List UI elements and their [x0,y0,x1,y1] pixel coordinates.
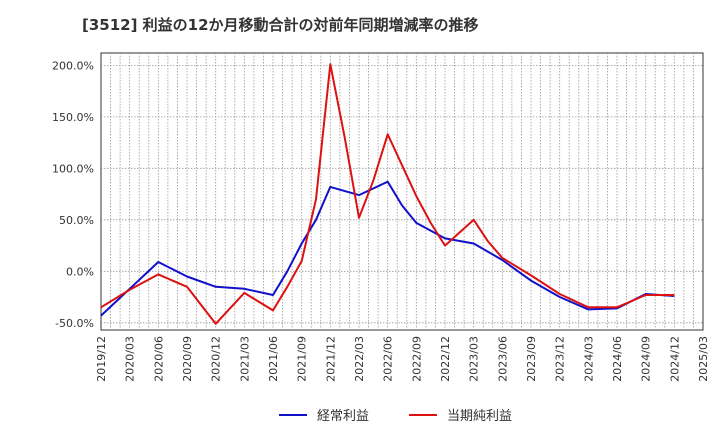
legend-swatch-series-1 [409,413,437,416]
x-tick-label: 2024/03 [582,336,595,382]
y-tick-label: 150.0% [52,111,94,124]
y-tick-label: 200.0% [52,59,94,72]
y-axis-tick-labels: 200.0% 150.0% 100.0% 50.0% 0.0% -50.0% [52,59,94,329]
legend-label-series-1: 当期純利益 [447,409,513,424]
x-tick-label: 2024/06 [611,336,624,382]
legend-label-series-0: 経常利益 [317,409,370,424]
x-tick-label: 2022/12 [439,336,452,382]
legend-item-series-1: 当期純利益 [409,405,512,424]
x-tick-label: 2024/09 [640,336,653,382]
y-tick-label: 100.0% [52,162,94,175]
x-tick-label: 2021/03 [238,336,251,382]
x-tick-label: 2023/09 [525,336,538,382]
horizontal-gridlines [101,64,703,324]
x-tick-label: 2020/06 [152,336,165,382]
chart-title: [3512] 利益の12か月移動合計の対前年同期増減率の推移 [82,16,479,34]
x-tick-label: 2021/12 [324,336,337,382]
series-line-0 [100,180,675,317]
x-tick-label: 2021/06 [267,336,280,382]
x-tick-label: 2023/12 [554,336,567,382]
x-tick-label: 2022/09 [410,336,423,382]
series-line-1 [100,63,675,325]
x-tick-label: 2020/03 [124,336,137,382]
x-tick-label: 2024/12 [668,336,681,382]
x-tick-label: 2020/09 [181,336,194,382]
legend: 経常利益 当期純利益 [0,405,720,427]
vertical-gridlines [110,53,694,330]
x-tick-label: 2023/06 [496,336,509,382]
series-lines [100,63,675,325]
x-tick-label: 2021/09 [296,336,309,382]
legend-item-series-0: 経常利益 [279,405,369,424]
y-tick-label: 0.0% [66,265,94,278]
x-tick-label: 2020/12 [210,336,223,382]
x-tick-label: 2019/12 [95,336,108,382]
x-axis-tick-labels: 2019/12 2020/03 2020/06 2020/09 2020/12 2021/… [95,336,710,382]
legend-swatch-series-0 [279,413,307,416]
x-tick-label: 2023/03 [468,336,481,382]
plot-area [100,52,704,331]
x-tick-label: 2025/03 [697,336,710,382]
y-tick-label: -50.0% [55,317,94,330]
y-tick-label: 50.0% [59,214,94,227]
x-tick-label: 2022/03 [353,336,366,382]
x-tick-label: 2022/06 [382,336,395,382]
